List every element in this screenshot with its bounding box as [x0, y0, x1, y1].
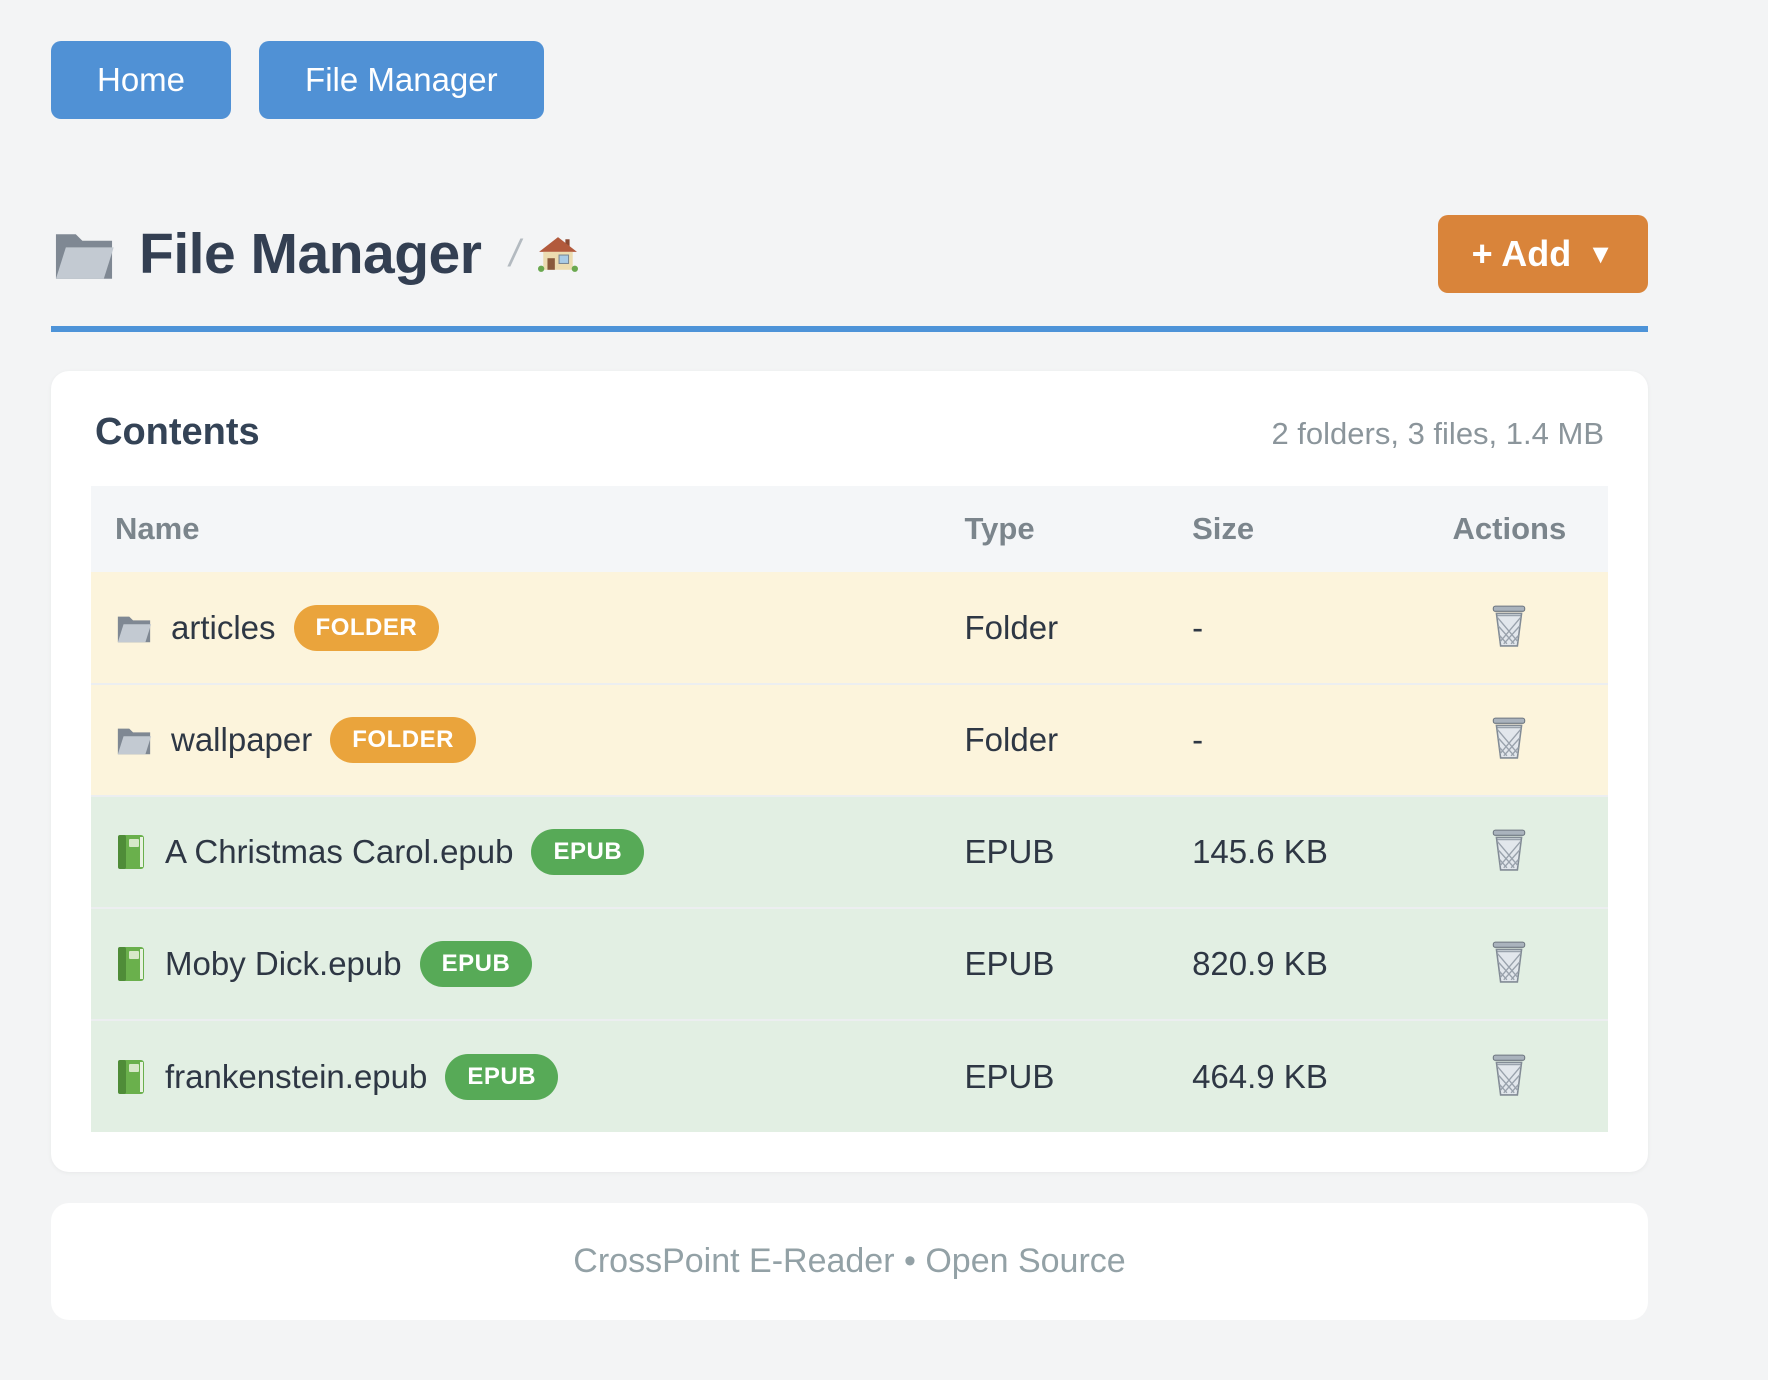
column-actions: Actions — [1410, 486, 1608, 572]
table-row[interactable]: A Christmas Carol.epub EPUB EPUB 145.6 K… — [91, 795, 1608, 908]
item-name[interactable]: articles — [171, 608, 276, 646]
top-nav: Home File Manager — [51, 41, 1648, 119]
item-name[interactable]: Moby Dick.epub — [165, 945, 402, 982]
contents-header: Contents 2 folders, 3 files, 1.4 MB — [91, 411, 1608, 454]
breadcrumb-separator: / — [509, 232, 520, 275]
book-icon — [118, 1059, 144, 1094]
item-size: - — [1192, 608, 1204, 646]
delete-button[interactable] — [1486, 600, 1532, 652]
file-table-body: articles FOLDER Folder - — [91, 572, 1608, 1132]
contents-title: Contents — [95, 411, 260, 453]
folder-icon — [55, 234, 114, 279]
delete-button[interactable] — [1486, 936, 1532, 988]
add-button-label: + Add — [1471, 233, 1572, 274]
item-badge: EPUB — [445, 1053, 559, 1100]
trash-icon — [1493, 605, 1526, 647]
title-row: File Manager / + Add ▼ — [51, 215, 1648, 293]
table-row[interactable]: Moby Dick.epub EPUB EPUB 820.9 KB — [91, 907, 1608, 1020]
home-icon[interactable] — [538, 236, 578, 272]
trash-icon — [1493, 1054, 1526, 1096]
table-row[interactable]: wallpaper FOLDER Folder - — [91, 683, 1608, 796]
item-size: 464.9 KB — [1168, 1019, 1411, 1132]
file-table: Name Type Size Actions ar — [91, 486, 1608, 1132]
footer-text: CrossPoint E-Reader • Open Source — [573, 1242, 1126, 1280]
page: Home File Manager File Manager / — [51, 0, 1648, 1320]
item-badge: EPUB — [531, 829, 645, 875]
item-type: Folder — [940, 683, 1169, 796]
item-type: EPUB — [940, 795, 1169, 908]
file-manager-button[interactable]: File Manager — [259, 41, 544, 119]
trash-icon — [1493, 941, 1526, 983]
table-header-row: Name Type Size Actions — [91, 486, 1608, 572]
home-button[interactable]: Home — [51, 41, 232, 119]
column-type: Type — [940, 486, 1169, 572]
column-name: Name — [91, 486, 941, 572]
delete-button[interactable] — [1486, 1049, 1532, 1101]
item-size: 145.6 KB — [1168, 795, 1411, 908]
chevron-down-icon: ▼ — [1587, 238, 1614, 269]
delete-button[interactable] — [1486, 712, 1532, 764]
table-row[interactable]: frankenstein.epub EPUB EPUB 464.9 KB — [91, 1019, 1608, 1132]
book-icon — [118, 835, 144, 869]
item-type: Folder — [964, 608, 1059, 646]
item-name[interactable]: wallpaper — [171, 721, 313, 758]
accent-divider — [51, 326, 1648, 332]
table-row[interactable]: articles FOLDER Folder - — [91, 572, 1608, 684]
item-name[interactable]: frankenstein.epub — [165, 1057, 428, 1095]
item-badge: FOLDER — [330, 717, 476, 763]
item-badge: FOLDER — [293, 604, 440, 651]
trash-icon — [1493, 717, 1526, 759]
footer: CrossPoint E-Reader • Open Source — [51, 1203, 1648, 1320]
item-type: EPUB — [940, 907, 1169, 1020]
delete-button[interactable] — [1486, 824, 1532, 876]
folder-icon — [117, 616, 152, 642]
trash-icon — [1493, 829, 1526, 871]
column-size: Size — [1168, 486, 1411, 572]
book-icon — [118, 947, 144, 981]
page-title: File Manager — [139, 222, 482, 286]
folder-icon — [117, 728, 152, 755]
contents-summary: 2 folders, 3 files, 1.4 MB — [1271, 416, 1604, 451]
breadcrumb: / — [509, 233, 578, 276]
item-type: EPUB — [940, 1019, 1169, 1132]
title-group: File Manager / — [51, 221, 578, 287]
item-size: 820.9 KB — [1168, 907, 1411, 1020]
item-name[interactable]: A Christmas Carol.epub — [165, 833, 514, 870]
item-badge: EPUB — [419, 941, 533, 987]
item-size: - — [1168, 683, 1411, 796]
contents-card: Contents 2 folders, 3 files, 1.4 MB Name… — [51, 371, 1648, 1172]
add-button[interactable]: + Add ▼ — [1437, 215, 1648, 293]
